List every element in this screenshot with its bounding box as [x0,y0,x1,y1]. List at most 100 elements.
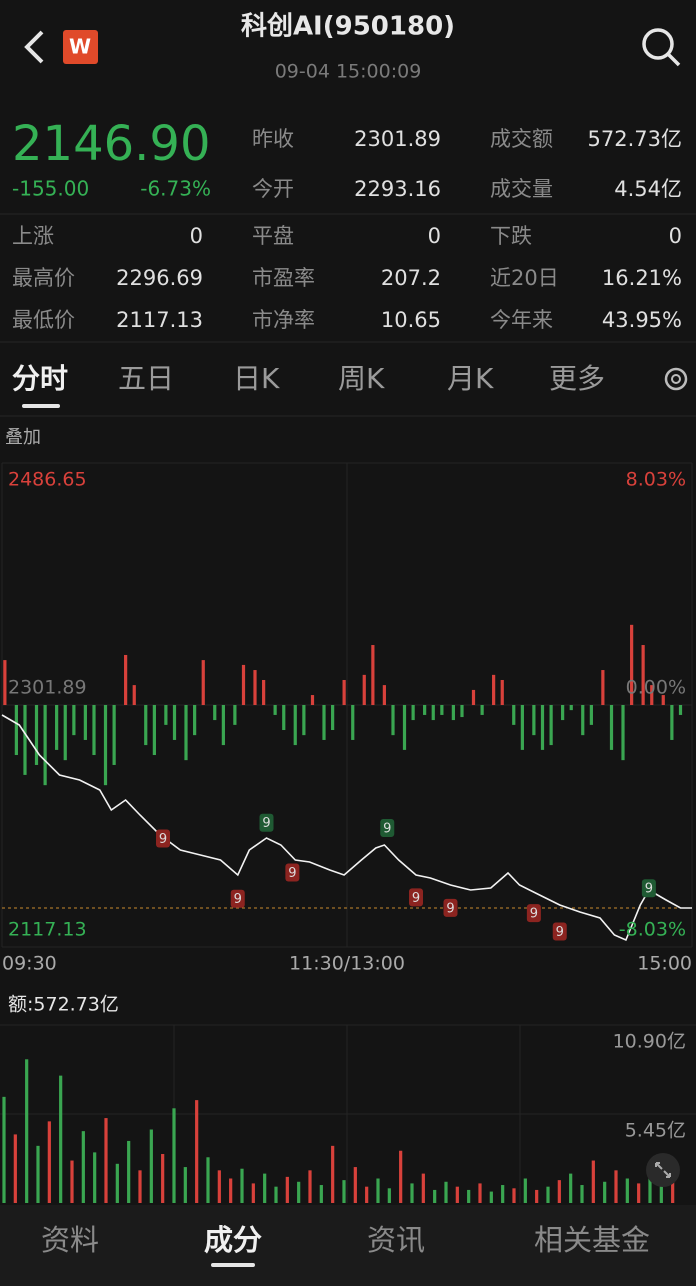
signal-label: 9 [262,816,270,831]
tab[interactable]: 分时 [12,362,68,395]
logo-badge [63,30,98,64]
bar [124,654,128,705]
stat-label: 今开 [252,177,294,201]
stat-value: 572.73亿 [588,127,682,151]
bar [621,705,625,761]
bar [580,1185,584,1203]
settings-core [671,374,681,384]
stat-value: 2117.13 [116,308,203,332]
bar [637,1183,641,1203]
bar [641,645,645,705]
bar [47,1121,51,1203]
bar [55,705,59,750]
bar [251,1183,255,1203]
bar [34,705,39,765]
bar [387,1188,391,1203]
bar [138,1170,142,1203]
expand-button[interactable] [646,1153,680,1187]
bar [670,705,674,740]
signal-marker [641,879,656,898]
stat-value: 0 [669,224,682,248]
bar [342,679,346,705]
nav-item[interactable]: 资讯 [367,1223,425,1257]
signal-marker [552,922,567,941]
bar [421,1173,425,1203]
signal-label: 9 [288,866,296,881]
bar [115,1163,119,1203]
logo: W [69,35,91,59]
tab[interactable]: 日K [233,362,280,395]
bar [282,705,286,731]
bar [193,705,197,736]
nav-item[interactable]: 相关基金 [534,1223,650,1257]
bar [274,1186,278,1203]
nav-item[interactable]: 资料 [41,1223,99,1257]
bar [410,1183,414,1203]
bar [648,1165,652,1203]
search-button[interactable] [642,28,674,60]
bar [93,1152,97,1203]
bar [14,705,18,756]
signal-label: 9 [159,832,167,847]
bar [72,705,76,736]
bar [467,1189,471,1203]
tab[interactable]: 更多 [549,362,605,395]
bar [322,705,326,740]
bar [240,1168,244,1203]
bar [382,685,386,705]
tab[interactable]: 周K [338,362,385,395]
bar [630,624,634,705]
y2-tick-label: 8.03% [626,469,686,491]
bar [63,705,67,761]
tab-underline [22,404,60,408]
bar [206,1157,210,1203]
nav-item[interactable]: 成分 [204,1223,262,1257]
bar [262,679,266,705]
bar [23,705,27,775]
bar [144,705,148,746]
signal-marker [380,818,395,837]
stat-label: 上涨 [12,224,54,248]
settings-button[interactable] [664,367,688,391]
signal-label: 9 [446,901,454,916]
price: 2146.90 [12,116,211,172]
bar [650,685,654,705]
bar [351,705,355,740]
stat-value: 43.95% [602,308,682,332]
bar [353,1167,357,1203]
bar [391,705,395,736]
search-handle [666,52,681,67]
signal-marker [443,898,458,917]
back-button[interactable] [24,30,44,64]
bar [500,679,504,705]
bar [297,1181,301,1203]
tab[interactable]: 五日 [118,362,174,395]
bar [172,705,177,740]
price-chart: 9 9 9 9 9 9 9 9 9 9 2486.65 2301.89 2117.13 8.03% 0.00… [1,462,693,975]
stat-label: 今年来 [490,308,553,332]
bar [112,705,116,765]
y-tick-label: 2117.13 [8,919,87,941]
bar [164,705,168,725]
stat-value: 0 [190,224,203,248]
signal-label: 9 [645,882,653,897]
stat-value: 2293.16 [354,177,441,201]
bar [523,1178,527,1203]
bar [520,705,524,750]
bar [229,1178,233,1203]
bar [557,1180,561,1203]
y-tick-label: 2486.65 [8,469,87,491]
overlay-button[interactable]: 叠加 [5,427,41,448]
bar [25,1059,29,1203]
bar [213,705,217,721]
bar [36,1145,40,1203]
bar [601,670,605,705]
nav-items: 资料 成分 资讯 相关基金 [41,1223,650,1267]
bar [501,1185,505,1203]
bar [614,1170,618,1203]
bar [455,1186,459,1203]
bar [444,1181,448,1203]
bar [263,1173,267,1203]
tab[interactable]: 月K [447,362,494,395]
bar [532,705,536,736]
